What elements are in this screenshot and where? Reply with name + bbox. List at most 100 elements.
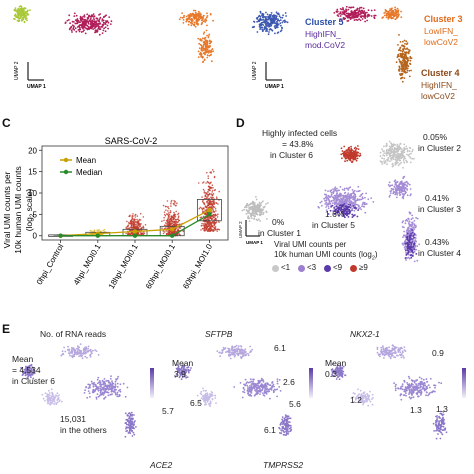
umap-point [246, 204, 248, 206]
data-point [212, 189, 214, 192]
umap-point [411, 214, 413, 217]
umap-point [408, 153, 411, 156]
umap-point [345, 202, 348, 205]
umap-point [68, 14, 71, 17]
umap-point [351, 151, 354, 154]
umap-point [365, 203, 368, 205]
umap-point [413, 228, 416, 230]
data-point [213, 224, 216, 226]
umap-point [342, 152, 345, 155]
data-point [205, 228, 208, 230]
data-point [211, 184, 214, 186]
umap-point [216, 350, 219, 352]
umap-point [101, 379, 104, 382]
umap-point [101, 32, 104, 34]
umap-point [396, 193, 399, 196]
data-point [136, 218, 138, 221]
umap-point [69, 27, 72, 29]
umap-point [57, 396, 60, 399]
umap-point [333, 12, 336, 14]
umap-point [389, 160, 391, 163]
data-point [127, 233, 129, 235]
data-point [209, 217, 212, 219]
d-c3-l1: 0.41% [425, 193, 450, 203]
umap-point [57, 398, 60, 401]
data-point [176, 223, 179, 226]
data-point [166, 221, 169, 223]
data-point [165, 230, 167, 232]
umap-point [387, 184, 390, 186]
umap-point [93, 381, 95, 384]
umap-point [96, 30, 99, 33]
umap-point [330, 189, 333, 192]
umap-point [83, 25, 86, 27]
umap-point [353, 11, 356, 14]
data-point [206, 171, 208, 174]
umap-point [277, 18, 279, 21]
umap-point [200, 44, 203, 47]
umap-point [349, 18, 352, 20]
umap-point [344, 160, 346, 163]
umap-point [406, 189, 409, 191]
umap-point [89, 17, 92, 20]
data-point [132, 223, 134, 226]
umap-point [79, 343, 82, 345]
umap-point [255, 196, 257, 198]
umap-point [79, 19, 82, 21]
series-marker-mean [132, 229, 138, 234]
umap-point [387, 159, 389, 162]
umap-point [90, 15, 93, 18]
umap-point [355, 159, 358, 162]
umap-point [356, 157, 359, 160]
umap-point [340, 200, 342, 203]
umap-point [119, 388, 121, 391]
umap-point [87, 25, 90, 28]
umap-point [42, 397, 45, 400]
umap-point [390, 151, 393, 154]
umap-point [363, 11, 365, 14]
umap-point [84, 347, 87, 350]
umap-point [82, 23, 85, 26]
umap-point [207, 46, 209, 49]
umap-point [348, 154, 350, 157]
series-marker-median [95, 233, 101, 238]
umap-point [203, 40, 206, 43]
umap-point [343, 199, 346, 201]
umap-point [259, 12, 262, 14]
umap-point [51, 399, 54, 401]
umap-point [18, 5, 21, 8]
umap-point [339, 186, 342, 188]
umap-point [68, 28, 71, 31]
umap-point [243, 350, 245, 353]
umap-point [32, 370, 35, 372]
umap-point [396, 186, 399, 189]
umap-point [406, 194, 409, 197]
umap-point [403, 155, 406, 158]
data-point [211, 228, 213, 231]
umap-point [261, 19, 263, 21]
umap-point [240, 345, 242, 347]
umap-point [346, 151, 348, 154]
chart-title: SARS-CoV-2 [105, 136, 158, 146]
umap-point [133, 427, 136, 430]
umap-point [125, 422, 127, 424]
umap-point [99, 389, 102, 392]
umap-point [79, 15, 82, 18]
umap-point [88, 20, 91, 22]
umap-point [402, 176, 405, 178]
data-point [205, 205, 207, 208]
umap-point [396, 154, 399, 157]
umap-point [409, 238, 411, 241]
umap-point [338, 195, 341, 198]
data-point [139, 212, 142, 215]
umap-point [358, 207, 360, 210]
umap-point [98, 33, 101, 36]
umap-point [401, 53, 404, 55]
data-point [214, 214, 217, 217]
umap-point [186, 366, 189, 369]
umap-point [257, 207, 259, 210]
umap-point [250, 206, 252, 209]
umap-point [50, 399, 52, 402]
umap-point [397, 164, 400, 167]
umap-point [125, 426, 128, 429]
